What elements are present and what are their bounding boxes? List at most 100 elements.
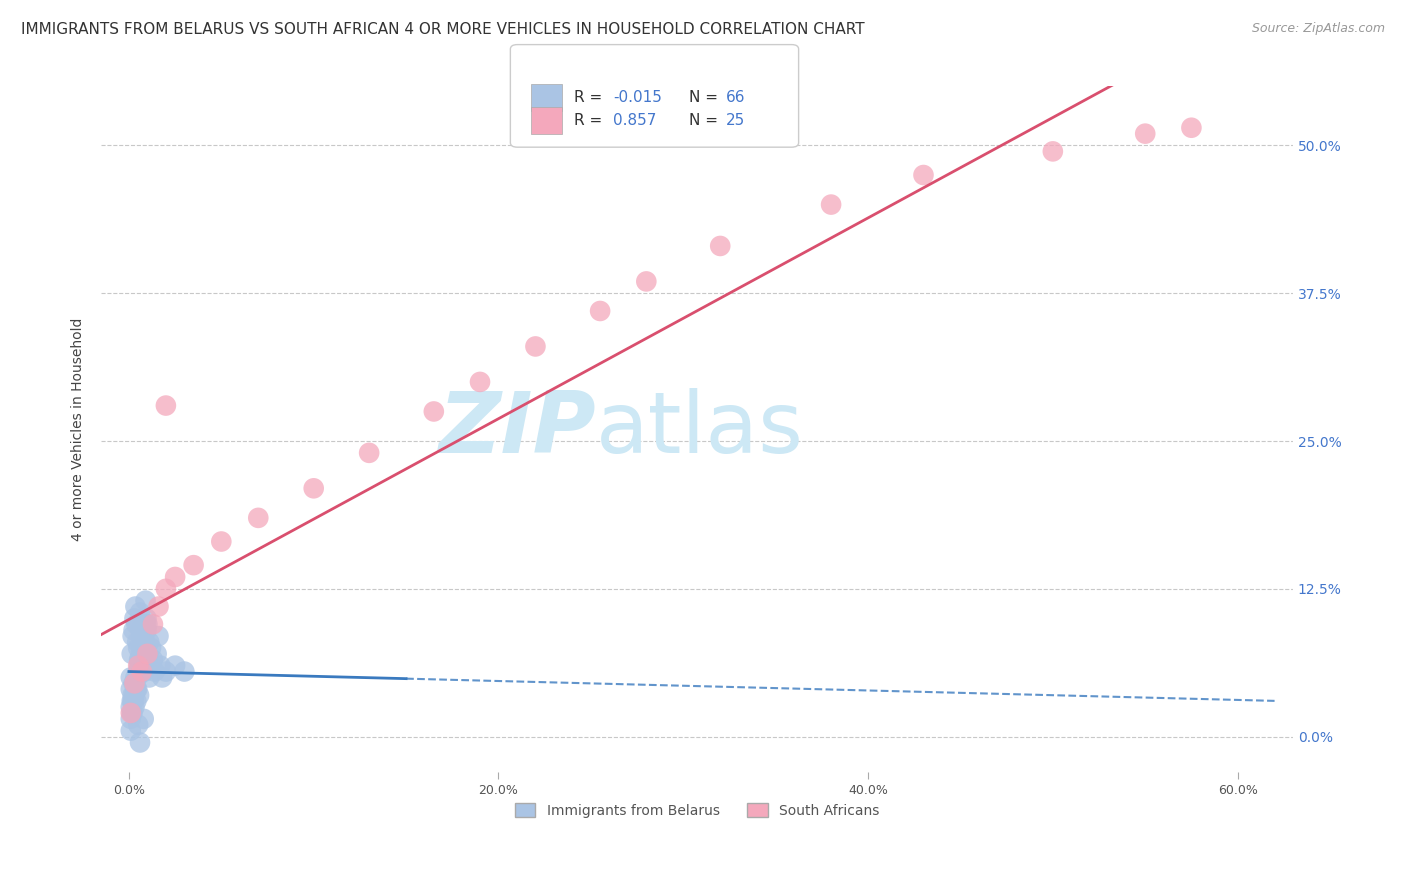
Point — [124, 670, 146, 684]
Point — [132, 647, 155, 661]
Point — [129, 606, 152, 620]
Point — [122, 694, 145, 708]
Point — [148, 629, 170, 643]
Point — [135, 623, 157, 637]
Text: R =: R = — [574, 90, 607, 105]
Point — [122, 676, 145, 690]
Point — [129, 658, 152, 673]
Point — [589, 304, 612, 318]
Point — [124, 599, 146, 614]
Point — [135, 617, 157, 632]
Text: IMMIGRANTS FROM BELARUS VS SOUTH AFRICAN 4 OR MORE VEHICLES IN HOUSEHOLD CORRELA: IMMIGRANTS FROM BELARUS VS SOUTH AFRICAN… — [21, 22, 865, 37]
Point — [636, 274, 658, 288]
Y-axis label: 4 or more Vehicles in Household: 4 or more Vehicles in Household — [72, 318, 86, 541]
Point — [132, 712, 155, 726]
Point — [127, 640, 149, 655]
Point — [124, 700, 146, 714]
Point — [131, 640, 153, 655]
Text: ZIP: ZIP — [439, 388, 596, 471]
Point — [139, 640, 162, 655]
Point — [135, 611, 157, 625]
Point — [127, 635, 149, 649]
Point — [155, 582, 177, 596]
Point — [247, 511, 270, 525]
Point — [131, 665, 153, 679]
Point — [143, 665, 166, 679]
Point — [128, 658, 150, 673]
Point — [912, 168, 935, 182]
Point — [1135, 127, 1157, 141]
Point — [129, 647, 152, 661]
Text: -0.015: -0.015 — [613, 90, 662, 105]
Point — [134, 635, 156, 649]
Point — [145, 647, 167, 661]
Point — [183, 558, 205, 573]
Point — [155, 399, 177, 413]
Point — [136, 653, 159, 667]
Point — [127, 682, 149, 697]
Text: 0.857: 0.857 — [613, 113, 657, 128]
Point — [121, 706, 143, 720]
Point — [468, 375, 491, 389]
Point — [136, 647, 159, 661]
Point — [359, 446, 381, 460]
Point — [709, 239, 731, 253]
Point — [209, 534, 232, 549]
Point — [138, 635, 160, 649]
Text: N =: N = — [689, 113, 723, 128]
Point — [127, 718, 149, 732]
Point — [120, 700, 142, 714]
Point — [121, 694, 143, 708]
Point — [132, 635, 155, 649]
Point — [155, 665, 177, 679]
Point — [122, 623, 145, 637]
Point — [134, 665, 156, 679]
Point — [165, 658, 187, 673]
Point — [148, 599, 170, 614]
Point — [121, 694, 143, 708]
Point — [524, 339, 547, 353]
Point — [136, 617, 159, 632]
Point — [128, 688, 150, 702]
Point — [125, 694, 148, 708]
Point — [1042, 145, 1064, 159]
Point — [120, 706, 142, 720]
Point — [131, 629, 153, 643]
Point — [124, 611, 146, 625]
Point — [121, 629, 143, 643]
Legend: Immigrants from Belarus, South Africans: Immigrants from Belarus, South Africans — [509, 797, 886, 823]
Point — [150, 670, 173, 684]
Point — [129, 653, 152, 667]
Point — [1180, 120, 1202, 135]
Point — [423, 404, 446, 418]
Point — [120, 723, 142, 738]
Point — [302, 481, 325, 495]
Point — [124, 688, 146, 702]
Point — [149, 658, 172, 673]
Point — [129, 623, 152, 637]
Point — [129, 735, 152, 749]
Text: atlas: atlas — [596, 388, 804, 471]
Point — [120, 670, 142, 684]
Point — [124, 682, 146, 697]
Text: R =: R = — [574, 113, 607, 128]
Point — [127, 658, 149, 673]
Point — [121, 706, 143, 720]
Point — [132, 658, 155, 673]
Text: 66: 66 — [725, 90, 745, 105]
Point — [142, 653, 165, 667]
Point — [120, 712, 142, 726]
Point — [142, 617, 165, 632]
Point — [173, 665, 195, 679]
Text: Source: ZipAtlas.com: Source: ZipAtlas.com — [1251, 22, 1385, 36]
Text: 25: 25 — [725, 113, 745, 128]
Point — [128, 653, 150, 667]
Point — [125, 682, 148, 697]
Point — [125, 617, 148, 632]
Point — [820, 197, 842, 211]
Point — [127, 665, 149, 679]
Point — [132, 647, 155, 661]
Point — [138, 670, 160, 684]
Point — [165, 570, 187, 584]
Text: N =: N = — [689, 90, 723, 105]
